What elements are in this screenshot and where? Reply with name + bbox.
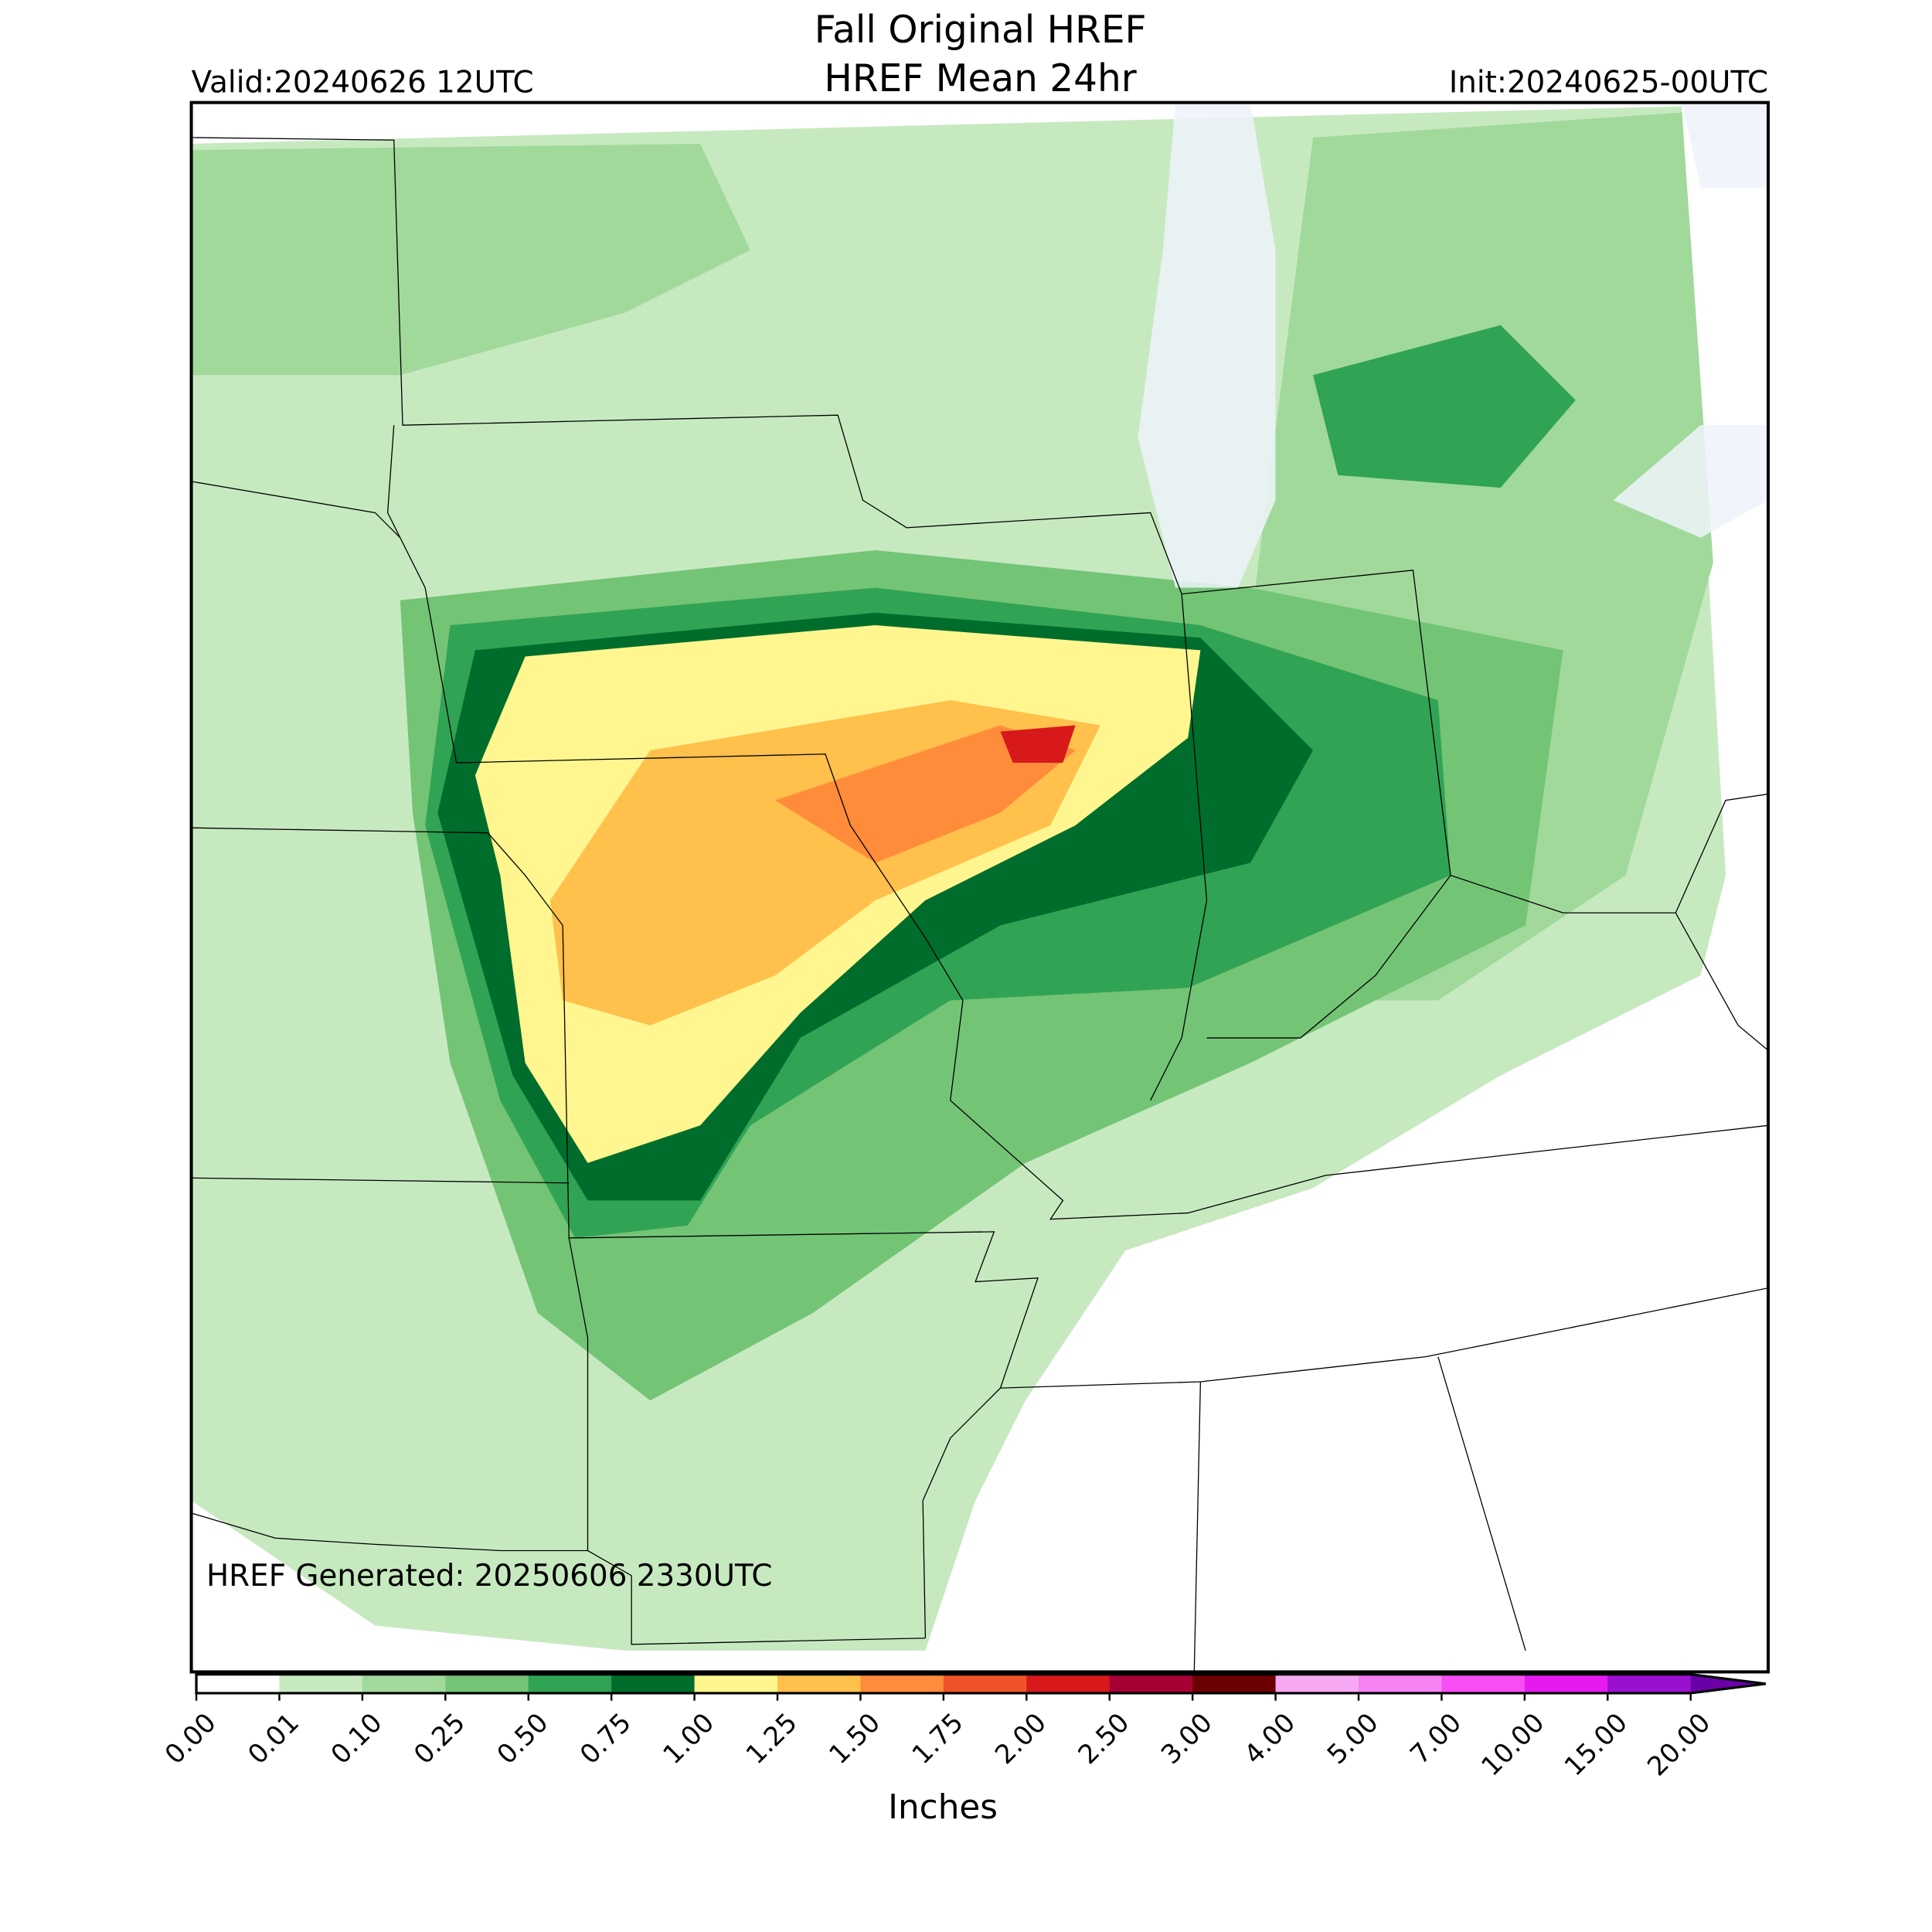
colorbar-segment (694, 1674, 778, 1693)
colorbar-outline (195, 1673, 1766, 1695)
title: Fall Original HREF (815, 9, 1147, 52)
colorbar-tick-label: 5.00 (1321, 1707, 1385, 1770)
colorbar-segment (777, 1674, 862, 1693)
map-frame (189, 100, 1770, 1674)
colorbar-segment (1359, 1674, 1443, 1693)
precip-area (1000, 725, 1076, 764)
colorbar-tick-label: 0.50 (492, 1707, 555, 1770)
map: HREF Generated: 20250606 2330UTC (189, 100, 1770, 1674)
colorbar-tick-label: 15.00 (1559, 1707, 1634, 1782)
colorbar-segment (1524, 1674, 1609, 1693)
colorbar-tick-label: 0.00 (159, 1707, 223, 1770)
colorbar-tick-label: 1.00 (657, 1707, 720, 1770)
lake (1613, 102, 1769, 538)
colorbar-tick-label: 7.00 (1404, 1707, 1468, 1770)
colorbar-label: Inches (888, 1787, 998, 1827)
colorbar-segment (860, 1674, 944, 1693)
lake (1138, 102, 1276, 588)
colorbar-segment (1026, 1674, 1111, 1693)
precip-area (775, 725, 1076, 863)
colorbar-segment (528, 1674, 612, 1693)
colorbar-tick-label: 0.75 (574, 1707, 638, 1770)
colorbar-tick-label: 0.25 (408, 1707, 471, 1770)
colorbar-tick-label: 0.10 (325, 1707, 389, 1770)
colorbar-segment (1275, 1674, 1359, 1693)
colorbar-segment (943, 1674, 1028, 1693)
colorbar-tick-label: 4.00 (1238, 1707, 1301, 1770)
colorbar-segment (1607, 1674, 1692, 1693)
precip-area (1313, 325, 1576, 488)
colorbar-segment (611, 1674, 696, 1693)
colorbar-tick-label: 1.75 (906, 1707, 970, 1770)
generated-note: HREF Generated: 20250606 2330UTC (206, 1559, 773, 1594)
valid-time: Valid:20240626 12UTC (192, 66, 534, 100)
init-time: Init:20240625-00UTC (1449, 66, 1768, 100)
colorbar-tick-label: 0.01 (242, 1707, 305, 1770)
colorbar-tick-label: 20.00 (1641, 1707, 1716, 1782)
colorbar-segment (1441, 1674, 1526, 1693)
colorbar-tick-label: 1.50 (823, 1707, 886, 1770)
colorbar-tick-label: 1.25 (740, 1707, 804, 1770)
colorbar-segment (279, 1674, 363, 1693)
colorbar-tick-label: 2.00 (989, 1707, 1053, 1770)
colorbar-tick-label: 3.00 (1155, 1707, 1219, 1770)
colorbar-tick-label: 2.50 (1073, 1707, 1136, 1770)
colorbar-segment (1109, 1674, 1193, 1693)
colorbar: 0.00 0.01 0.10 0.25 0.50 0.75 1.00 1.25 1.50 1.75… (159, 1673, 1766, 1782)
colorbar-tick-label: 10.00 (1475, 1707, 1550, 1782)
colorbar-segment (362, 1674, 447, 1693)
colorbar-segment (196, 1674, 281, 1693)
colorbar-extend (1690, 1674, 1766, 1693)
subtitle: HREF Mean 24hr (824, 57, 1136, 100)
colorbar-segment (1192, 1674, 1277, 1693)
colorbar-segment (445, 1674, 529, 1693)
precip-area (191, 144, 750, 376)
